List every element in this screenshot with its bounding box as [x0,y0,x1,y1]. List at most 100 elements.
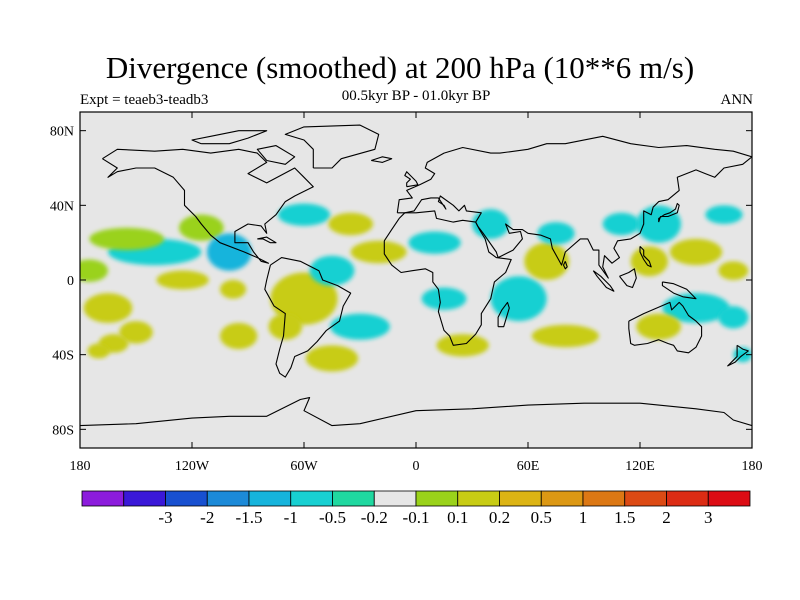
coastline-baffin [256,145,296,165]
colorbar-label: 0.2 [489,508,510,527]
divergence-region-26 [531,324,599,348]
coastline-south-america [264,257,352,378]
colorbar-swatch [415,490,459,507]
time-period-label: 00.5kyr BP - 01.0kyr BP [341,88,491,104]
season-label: ANN [720,92,754,108]
divergence-region-1 [80,259,108,282]
divergence-region-28 [636,205,682,243]
divergence-region-34 [705,205,743,225]
colorbar-label: 0.5 [531,508,552,527]
coastline-uk [404,171,419,188]
divergence-region-19 [408,231,461,254]
colorbar-label: -0.1 [403,508,430,527]
colorbar-label: 0.1 [447,508,468,527]
coastline-new-zealand [727,344,749,367]
colorbar-label: -2 [200,508,214,527]
divergence-region-5 [89,227,164,251]
colorbar-swatch [206,490,250,507]
coastline-australia [628,301,703,354]
divergence-region-21 [472,209,510,239]
colorbar-label: -1.5 [236,508,263,527]
colorbar-label: -1 [284,508,298,527]
coastline-eurasia [396,135,752,279]
colorbar-label: 2 [662,508,671,527]
colorbar-label: 1.5 [614,508,635,527]
coastline-arctic-islands [191,130,268,145]
y-tick-label: 0 [67,274,74,289]
coastline-sumatra [592,270,615,292]
colorbar-label: -0.2 [361,508,388,527]
coastline-cuba [257,236,277,244]
divergence-region-13 [328,212,374,236]
colorbar-swatch [290,490,333,507]
y-tick-label: 40N [50,199,74,214]
x-tick-label: 180 [70,459,91,474]
colorbar [81,490,751,507]
divergence-region-10 [270,272,338,325]
colorbar-label: -0.5 [319,508,346,527]
divergence-contour-fill [80,203,752,372]
colorbar-swatch [123,490,166,507]
coastline-philippines [639,246,652,268]
coastline-iceland [371,156,393,163]
divergence-region-36 [87,343,110,359]
x-tick-label: 180 [742,459,763,474]
coastline-north-america [102,148,314,264]
colorbar-swatch [624,490,667,507]
longitude-axis: 180 120W 60W 0 60E 120E 180 [70,112,763,474]
divergence-region-32 [636,313,682,340]
colorbar-swatch [248,490,292,507]
x-tick-label: 60E [517,459,540,474]
divergence-region-27 [602,212,640,236]
colorbar-labels: -3 -2 -1.5 -1 -0.5 -0.2 -0.1 0.1 0.2 0.5 1 1.5 2 3 [158,508,712,527]
experiment-label: Expt = teaeb3-teadb3 [80,92,209,108]
coastline-greenland [284,124,380,169]
divergence-region-9 [220,280,247,299]
divergence-region-30 [669,238,723,266]
colorbar-swatch [499,490,542,507]
divergence-region-35 [718,261,749,280]
colorbar-swatch [81,490,125,507]
coastlines [80,124,752,427]
divergence-region-18 [350,240,407,264]
divergence-region-25 [537,222,575,245]
divergence-region-3 [119,321,153,344]
latitude-axis: 80N 40N 0 40S 80S [50,125,752,438]
x-tick-label: 120E [625,459,655,474]
divergence-region-11 [309,255,355,286]
colorbar-swatch [332,490,375,507]
x-tick-label: 60W [290,459,318,474]
colorbar-swatch [707,490,751,507]
figure-title: Divergence (smoothed) at 200 hPa (10**6 … [105,50,695,85]
divergence-region-33 [718,306,749,329]
coastline-sri-lanka [562,261,568,270]
y-tick-label: 40S [52,349,74,364]
colorbar-swatch [540,490,584,507]
colorbar-swatch [165,490,208,507]
divergence-region-7 [156,270,209,290]
divergence-region-22 [436,334,489,357]
divergence-region-14 [268,313,303,340]
divergence-region-6 [178,214,224,241]
y-tick-label: 80N [50,125,74,140]
colorbar-swatch [666,490,709,507]
coastline-new-guinea [661,281,697,300]
divergence-region-31 [662,293,730,323]
colorbar-swatch [582,490,626,507]
coastline-antarctica [80,397,752,427]
colorbar-label: -3 [158,508,172,527]
divergence-region-20 [421,287,467,310]
x-tick-label: 120W [175,459,210,474]
coastline-africa [383,210,512,346]
colorbar-label: 3 [704,508,713,527]
colorbar-swatch [457,490,500,507]
coastline-japan [658,202,680,223]
divergence-region-15 [330,313,390,340]
coastline-borneo [619,268,637,289]
y-tick-label: 80S [52,423,74,438]
coastline-madagascar [497,301,510,328]
divergence-region-2 [83,293,133,323]
divergence-region-23 [490,276,547,322]
divergence-region-16 [305,345,359,372]
colorbar-label: 1 [579,508,588,527]
